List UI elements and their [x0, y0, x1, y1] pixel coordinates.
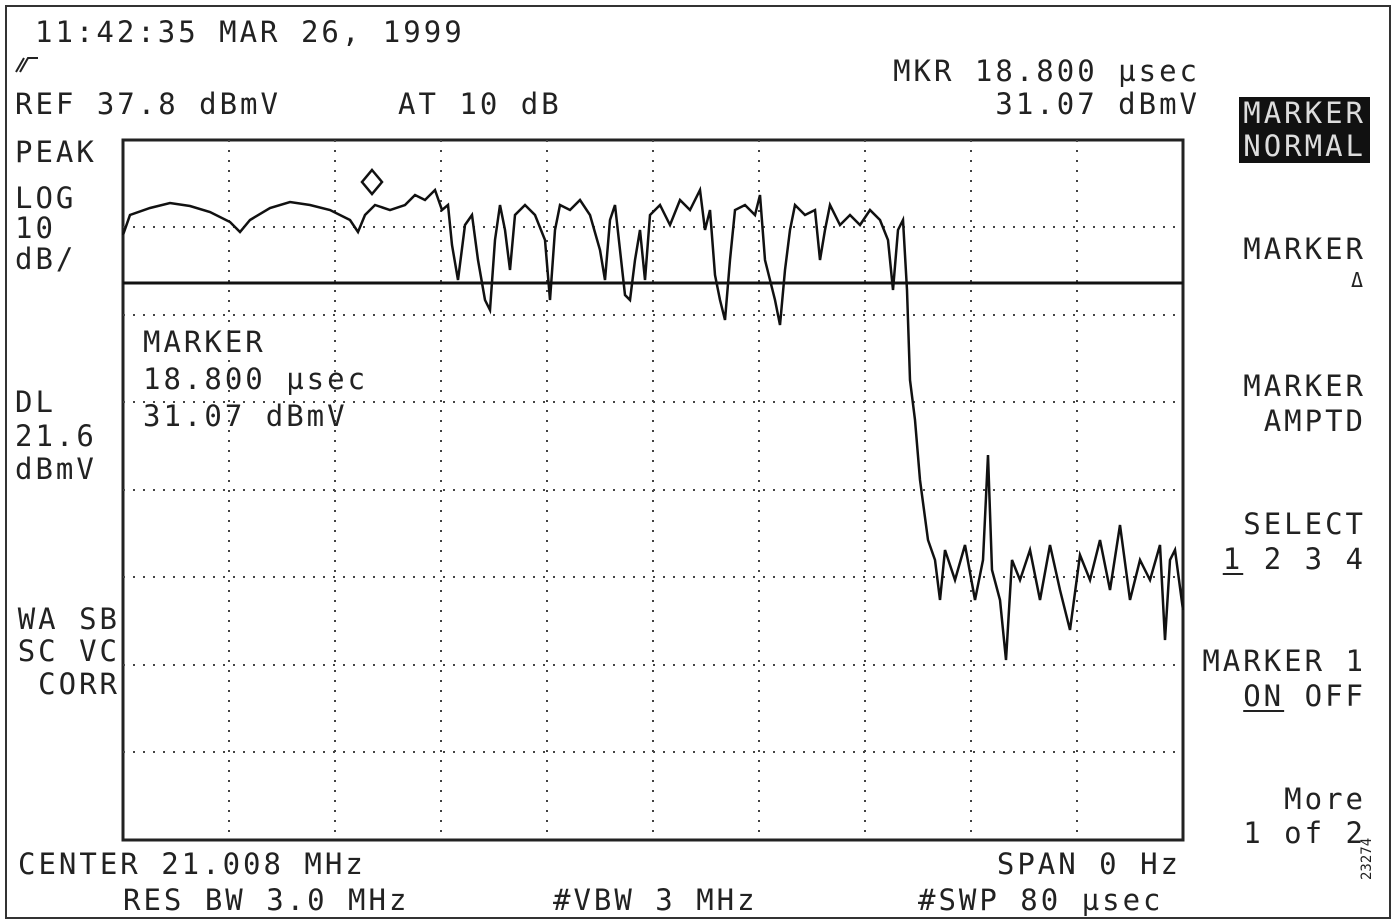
- softkey-options[interactable]: 1 2 3 4: [1223, 545, 1366, 574]
- softkey-label[interactable]: NORMAL: [1239, 130, 1370, 163]
- sweep-time: #SWP 80 µsec: [918, 883, 1164, 917]
- resolution-bandwidth: RES BW 3.0 MHz: [123, 883, 410, 917]
- option: 2 3 4: [1263, 542, 1366, 576]
- marker-amplitude: 31.07 dBmV: [995, 87, 1200, 121]
- softkey-label[interactable]: MARKER: [1243, 232, 1366, 266]
- marker-readout: MARKER: [143, 325, 266, 359]
- softkey-label[interactable]: MARKER 1: [1202, 644, 1366, 678]
- screen-border: [5, 5, 1391, 919]
- grid: [123, 140, 1183, 840]
- center-frequency: CENTER 21.008 MHz: [18, 847, 366, 881]
- scale-label: 10: [15, 211, 56, 245]
- softkey-label[interactable]: MARKER: [1243, 369, 1366, 403]
- status-label: CORR: [38, 667, 120, 701]
- detector: PEAK: [15, 135, 97, 169]
- softkey-label[interactable]: MARKER: [1239, 97, 1370, 130]
- selected-option: 1: [1222, 542, 1244, 576]
- figure-id: 23274: [1359, 837, 1375, 880]
- softkey-label[interactable]: 1 of 2: [1243, 816, 1366, 850]
- status-label: WA SB: [17, 602, 120, 636]
- status-label: SC VC: [17, 634, 120, 668]
- softkey-label[interactable]: AMPTD: [1263, 404, 1366, 438]
- timestamp: 11:42:35 MAR 26, 1999: [35, 15, 465, 49]
- scale-label: dB/: [15, 242, 77, 276]
- display-line-label: DL: [15, 385, 56, 419]
- softkey-label[interactable]: More: [1284, 782, 1366, 816]
- scale-label: LOG: [15, 181, 77, 215]
- softkey-options[interactable]: ON OFF: [1243, 682, 1366, 711]
- marker-position: MKR 18.800 µsec: [893, 54, 1200, 88]
- marker-diamond: [360, 168, 384, 196]
- trace: [121, 185, 1185, 661]
- selected-option: ON: [1243, 679, 1285, 713]
- softkey-label[interactable]: SELECT: [1243, 507, 1366, 541]
- logo-glyph: [15, 57, 38, 73]
- reference-level: REF 37.8 dBmV: [15, 87, 281, 121]
- video-bandwidth: #VBW 3 MHz: [553, 883, 758, 917]
- display-line-label: 21.6: [15, 419, 97, 453]
- display-line-label: dBmV: [15, 452, 97, 486]
- marker-readout: 18.800 µsec: [143, 362, 369, 396]
- softkey-label[interactable]: Δ: [1350, 268, 1366, 292]
- span: SPAN 0 Hz: [996, 847, 1181, 881]
- marker-readout: 31.07 dBmV: [143, 399, 348, 433]
- attenuation: AT 10 dB: [398, 87, 562, 121]
- option: OFF: [1304, 679, 1366, 713]
